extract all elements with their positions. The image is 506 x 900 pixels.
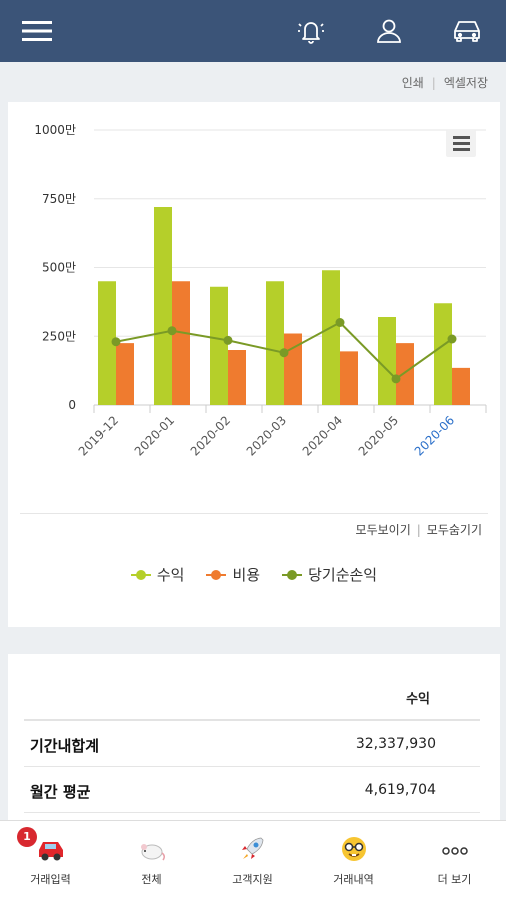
print-link[interactable]: 인쇄 <box>401 76 424 90</box>
row-label: 월간 평균 <box>30 783 91 801</box>
notification-badge: 1 <box>17 827 37 847</box>
table-row: 기간내합계 32,337,930 <box>24 721 480 767</box>
x-tick-label: 2020-04 <box>300 413 345 458</box>
row-value: 32,337,930 <box>355 736 436 752</box>
nav-label: 고객지원 <box>232 873 273 886</box>
nav-item-all[interactable]: 전체 <box>101 821 202 900</box>
car-icon[interactable] <box>450 14 484 48</box>
legend-item-cost[interactable]: 비용 <box>206 564 260 585</box>
x-tick-label: 2020-03 <box>244 413 289 458</box>
y-tick-label: 500만 <box>42 261 76 275</box>
legend-marker <box>130 569 151 580</box>
net-income-point <box>279 348 289 358</box>
nav-item-customer-support[interactable]: 고객지원 <box>202 821 303 900</box>
bar-cost <box>396 343 414 405</box>
nav-label: 거래내역 <box>333 873 374 886</box>
chart-visibility-controls: 모두보이기 | 모두숨기기 <box>8 521 482 538</box>
column-header: 수익 <box>406 692 430 707</box>
top-links: 인쇄 | 엑셀저장 <box>402 74 488 91</box>
nav-item-trade-input[interactable]: 1 거래입력 <box>0 821 101 900</box>
bar-revenue <box>378 317 396 405</box>
bar-revenue <box>210 286 228 405</box>
row-label: 기간내합계 <box>30 737 100 755</box>
legend-label: 수익 <box>156 566 185 584</box>
chart-card: 1000만 750만 500만 250만 0 2019-12 2020-01 2020-02 2… <box>8 102 500 627</box>
nerd-face-icon <box>339 835 369 863</box>
y-tick-label: 750만 <box>42 192 76 206</box>
bar-cost <box>228 350 246 405</box>
car-icon <box>36 835 66 863</box>
hide-all-link[interactable]: 모두숨기기 <box>426 523 482 537</box>
net-income-point <box>167 326 177 336</box>
nav-item-trade-history[interactable]: 거래내역 <box>303 821 404 900</box>
legend-item-revenue[interactable]: 수익 <box>130 564 185 585</box>
user-icon[interactable] <box>372 14 406 48</box>
bottom-nav: 1 거래입력 전체 고객지원 거래내역 더 보기 <box>0 820 506 900</box>
bar-cost <box>116 343 134 405</box>
legend-label: 당기순손익 <box>308 566 378 584</box>
nav-label: 더 보기 <box>437 873 472 886</box>
nav-item-more[interactable]: 더 보기 <box>404 821 505 900</box>
y-tick-label: 0 <box>68 398 76 412</box>
legend-marker <box>282 569 303 580</box>
x-tick-label: 2020-05 <box>356 413 401 458</box>
net-income-point <box>111 337 121 347</box>
nav-label: 전체 <box>141 873 162 886</box>
nav-label: 거래입력 <box>30 873 71 886</box>
show-all-link[interactable]: 모두보이기 <box>355 523 411 537</box>
header-divider <box>24 719 480 721</box>
net-income-point <box>223 335 233 345</box>
legend-marker <box>206 569 227 580</box>
x-tick-label: 2020-02 <box>188 413 233 458</box>
table-row: 월간 평균 4,619,704 <box>24 767 480 813</box>
top-bar <box>0 0 506 62</box>
bar-revenue <box>98 281 116 405</box>
chart-menu-button[interactable] <box>446 130 476 157</box>
row-value: 4,619,704 <box>364 782 436 798</box>
x-tick-label: 2020-01 <box>132 413 177 458</box>
bell-icon[interactable] <box>294 14 328 48</box>
y-tick-label: 1000만 <box>34 123 76 137</box>
divider <box>20 513 488 514</box>
bar-revenue <box>322 270 340 405</box>
rat-icon <box>137 835 167 863</box>
more-dots-icon <box>440 835 470 863</box>
y-tick-label: 250만 <box>42 329 76 343</box>
x-tick-label: 2020-06 <box>412 413 457 458</box>
legend-item-net-income[interactable]: 당기순손익 <box>282 564 377 585</box>
separator: | <box>416 523 421 537</box>
net-income-point <box>447 334 457 344</box>
legend-label: 비용 <box>232 566 261 584</box>
bar-cost <box>452 367 470 405</box>
summary-table: 수익 기간내합계 32,337,930 월간 평균 4,619,704 <box>8 654 500 824</box>
bar-revenue <box>434 303 452 405</box>
bar-revenue <box>266 281 284 405</box>
bar-cost <box>172 281 190 405</box>
excel-save-link[interactable]: 엑셀저장 <box>443 76 488 90</box>
separator: | <box>431 76 436 90</box>
hamburger-menu-icon[interactable] <box>20 14 54 48</box>
rocket-icon <box>238 835 268 863</box>
bar-revenue <box>154 207 172 405</box>
net-income-point <box>335 318 345 327</box>
net-income-point <box>391 374 401 384</box>
x-tick-label: 2019-12 <box>76 413 121 458</box>
chart-legend: 수익 비용 당기순손익 <box>8 564 500 585</box>
bar-cost <box>340 351 358 405</box>
